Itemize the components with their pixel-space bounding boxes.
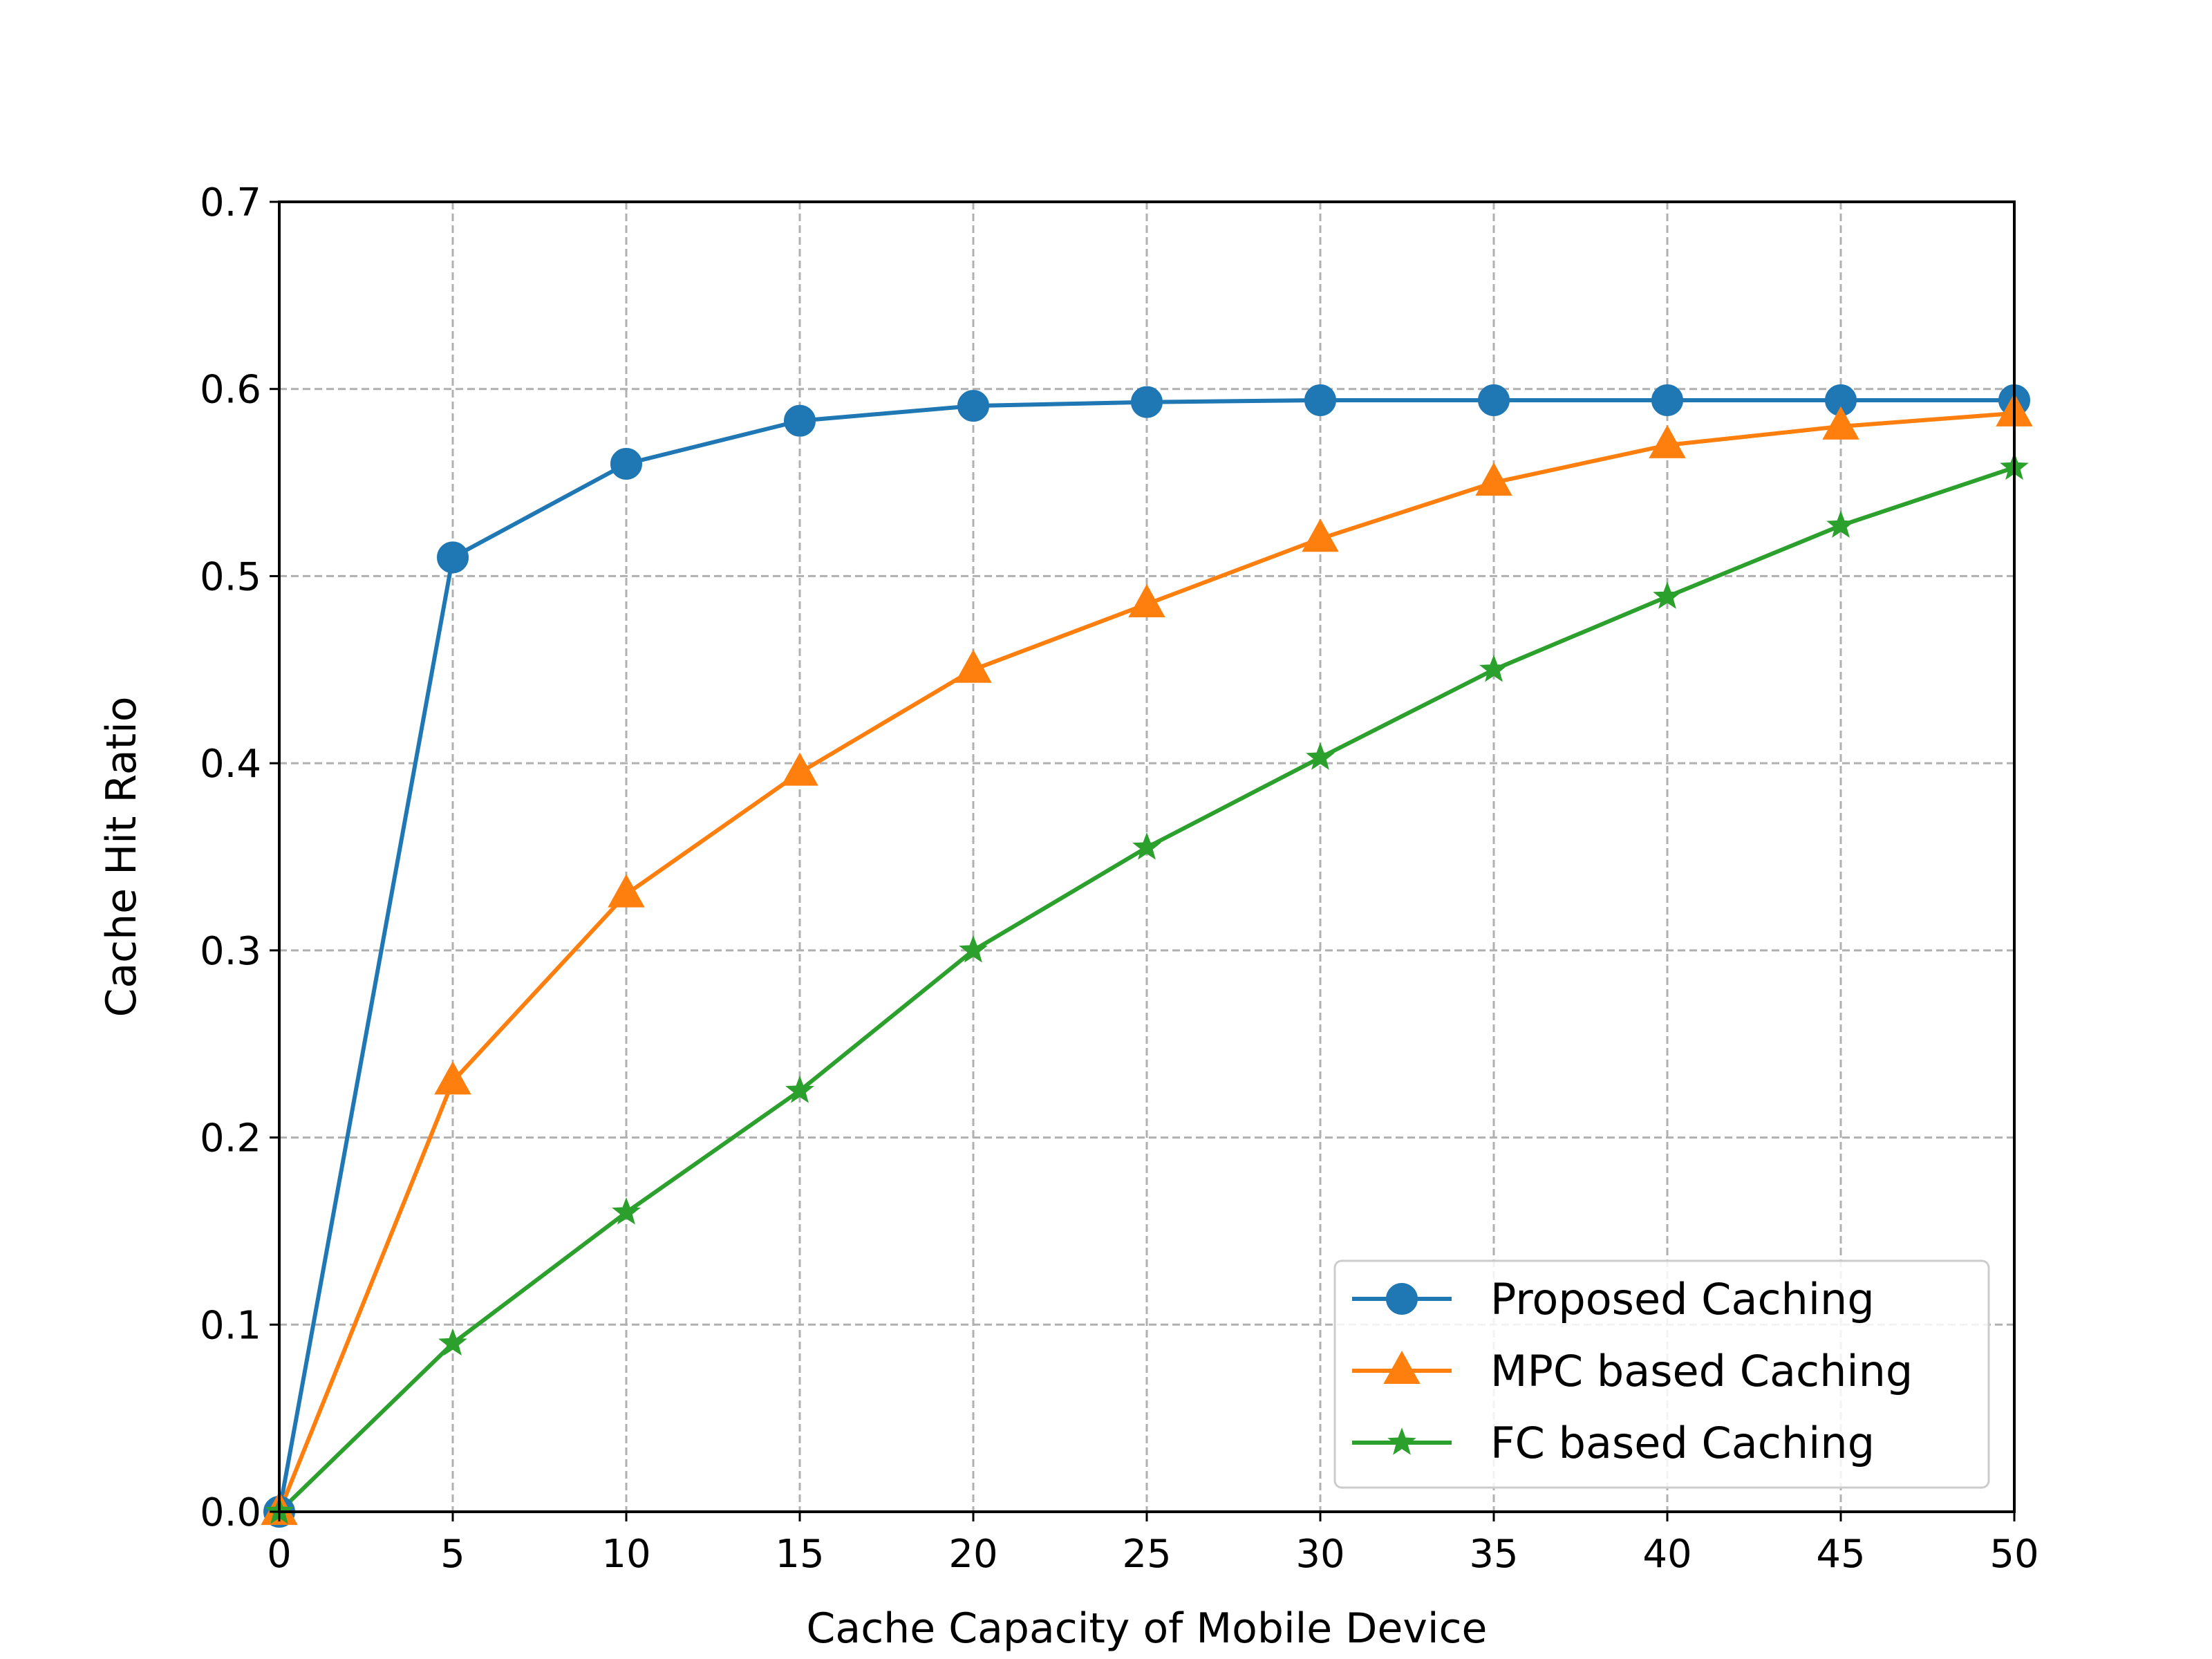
proposed-legend-label: Proposed Caching [1490,1274,1875,1324]
proposed-point [1131,386,1163,418]
x-tick-label: 15 [775,1532,824,1577]
x-tick-label: 35 [1469,1532,1518,1577]
mpc-point [434,1061,471,1095]
proposed-point [610,448,642,480]
proposed-point [957,390,989,422]
x-tick-label: 40 [1642,1532,1691,1577]
x-tick-label: 45 [1816,1532,1865,1577]
y-tick-label: 0.1 [200,1303,261,1348]
y-tick-label: 0.0 [200,1490,261,1535]
proposed-point [437,541,469,574]
proposed-point [784,404,816,437]
x-axis-label: Cache Capacity of Mobile Device [807,1604,1488,1653]
fc-point [1132,832,1161,860]
y-tick-label: 0.3 [200,929,261,974]
mpc-point [1475,462,1512,496]
fc-legend-marker [1387,1427,1416,1455]
mpc-legend-label: MPC based Caching [1490,1346,1913,1396]
fc-point [1306,742,1335,770]
proposed-point [1304,384,1336,416]
y-tick-label: 0.4 [200,742,261,787]
y-tick-label: 0.5 [200,554,261,599]
fc-point [1479,654,1508,682]
mpc-point [1128,583,1165,618]
legend-box [1333,1259,1990,1489]
fc-point [1653,581,1682,609]
fc-point [612,1197,641,1225]
y-tick-label: 0.7 [200,180,261,225]
legend: Proposed Caching MPC based Caching FC base… [1333,1259,1990,1489]
fc-point [1826,510,1855,538]
mpc-point [955,649,992,683]
x-tick-label: 50 [1989,1532,2038,1577]
x-tick-label: 0 [267,1532,292,1577]
mpc-point [781,752,818,786]
y-axis: 0.0 0.1 0.2 0.3 0.4 0.5 0.6 0.7 [200,180,279,1535]
x-tick-label: 30 [1295,1532,1344,1577]
y-tick-label: 0.2 [200,1116,261,1161]
mpc-point [1302,518,1339,552]
mpc-legend-marker [1383,1350,1421,1384]
x-axis: 0 5 10 15 20 25 30 35 40 45 50 [267,1512,2039,1577]
x-tick-label: 25 [1122,1532,1171,1577]
y-tick-label: 0.6 [200,368,261,413]
x-tick-label: 20 [948,1532,997,1577]
mpc-point [1649,424,1686,458]
mpc-point [1822,406,1859,440]
proposed-point [1478,384,1510,416]
fc-point [959,935,988,963]
proposed-point [1651,384,1683,416]
fc-legend-label: FC based Caching [1490,1418,1875,1468]
mpc-point [608,874,645,908]
x-tick-label: 10 [601,1532,650,1577]
y-axis-label: Cache Hit Ratio [97,696,146,1017]
fc-point [438,1328,467,1356]
proposed-legend-marker [1386,1283,1418,1315]
x-tick-label: 5 [440,1532,465,1577]
fc-point [785,1076,814,1103]
